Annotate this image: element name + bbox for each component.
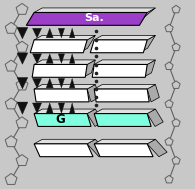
Polygon shape xyxy=(34,8,155,12)
Polygon shape xyxy=(172,156,180,164)
Polygon shape xyxy=(165,138,173,145)
Polygon shape xyxy=(32,64,87,77)
Polygon shape xyxy=(165,100,173,107)
Polygon shape xyxy=(147,139,167,157)
Polygon shape xyxy=(83,60,95,77)
Polygon shape xyxy=(172,81,180,88)
Polygon shape xyxy=(92,64,147,77)
Polygon shape xyxy=(17,53,28,64)
Polygon shape xyxy=(147,109,163,126)
Polygon shape xyxy=(16,79,28,90)
Polygon shape xyxy=(139,35,155,53)
Polygon shape xyxy=(172,43,180,51)
Polygon shape xyxy=(34,60,95,64)
Polygon shape xyxy=(90,40,147,53)
Polygon shape xyxy=(34,139,95,144)
Polygon shape xyxy=(16,117,28,128)
Polygon shape xyxy=(172,119,180,126)
Polygon shape xyxy=(34,144,93,157)
Polygon shape xyxy=(46,103,53,113)
Polygon shape xyxy=(5,98,17,109)
Polygon shape xyxy=(79,35,95,53)
Polygon shape xyxy=(16,155,28,166)
Polygon shape xyxy=(16,3,28,14)
Polygon shape xyxy=(33,28,42,38)
Polygon shape xyxy=(58,28,65,38)
Polygon shape xyxy=(5,136,17,147)
Text: Sa.: Sa. xyxy=(85,13,105,23)
Polygon shape xyxy=(94,60,155,64)
Polygon shape xyxy=(94,114,151,126)
Polygon shape xyxy=(34,84,95,89)
Polygon shape xyxy=(94,84,155,89)
Polygon shape xyxy=(17,102,28,114)
Polygon shape xyxy=(147,84,159,102)
Polygon shape xyxy=(34,89,89,102)
Polygon shape xyxy=(33,54,42,63)
Polygon shape xyxy=(34,114,91,126)
Polygon shape xyxy=(46,78,53,88)
Polygon shape xyxy=(143,60,155,77)
Polygon shape xyxy=(69,78,75,88)
Polygon shape xyxy=(94,35,155,40)
Polygon shape xyxy=(172,5,180,13)
Polygon shape xyxy=(17,77,28,89)
Polygon shape xyxy=(58,54,65,63)
Polygon shape xyxy=(5,22,17,33)
Polygon shape xyxy=(69,54,75,63)
Polygon shape xyxy=(87,139,107,157)
Polygon shape xyxy=(34,35,95,40)
Polygon shape xyxy=(58,78,65,88)
Polygon shape xyxy=(94,109,155,114)
Polygon shape xyxy=(17,27,28,39)
Polygon shape xyxy=(26,12,147,25)
Polygon shape xyxy=(46,54,53,63)
Polygon shape xyxy=(165,62,173,70)
Polygon shape xyxy=(58,103,65,113)
Polygon shape xyxy=(87,84,99,102)
Polygon shape xyxy=(5,60,17,71)
Polygon shape xyxy=(69,28,75,38)
Polygon shape xyxy=(46,28,53,38)
Polygon shape xyxy=(94,139,155,144)
Polygon shape xyxy=(165,175,173,183)
Polygon shape xyxy=(87,109,103,126)
Polygon shape xyxy=(94,144,153,157)
Polygon shape xyxy=(165,24,173,32)
Polygon shape xyxy=(33,103,42,113)
Polygon shape xyxy=(33,78,42,88)
Polygon shape xyxy=(5,174,17,184)
Polygon shape xyxy=(69,103,75,113)
Polygon shape xyxy=(34,109,95,114)
Polygon shape xyxy=(30,40,87,53)
Polygon shape xyxy=(16,41,28,52)
Polygon shape xyxy=(132,8,155,25)
Polygon shape xyxy=(94,89,149,102)
Text: G: G xyxy=(56,113,66,125)
